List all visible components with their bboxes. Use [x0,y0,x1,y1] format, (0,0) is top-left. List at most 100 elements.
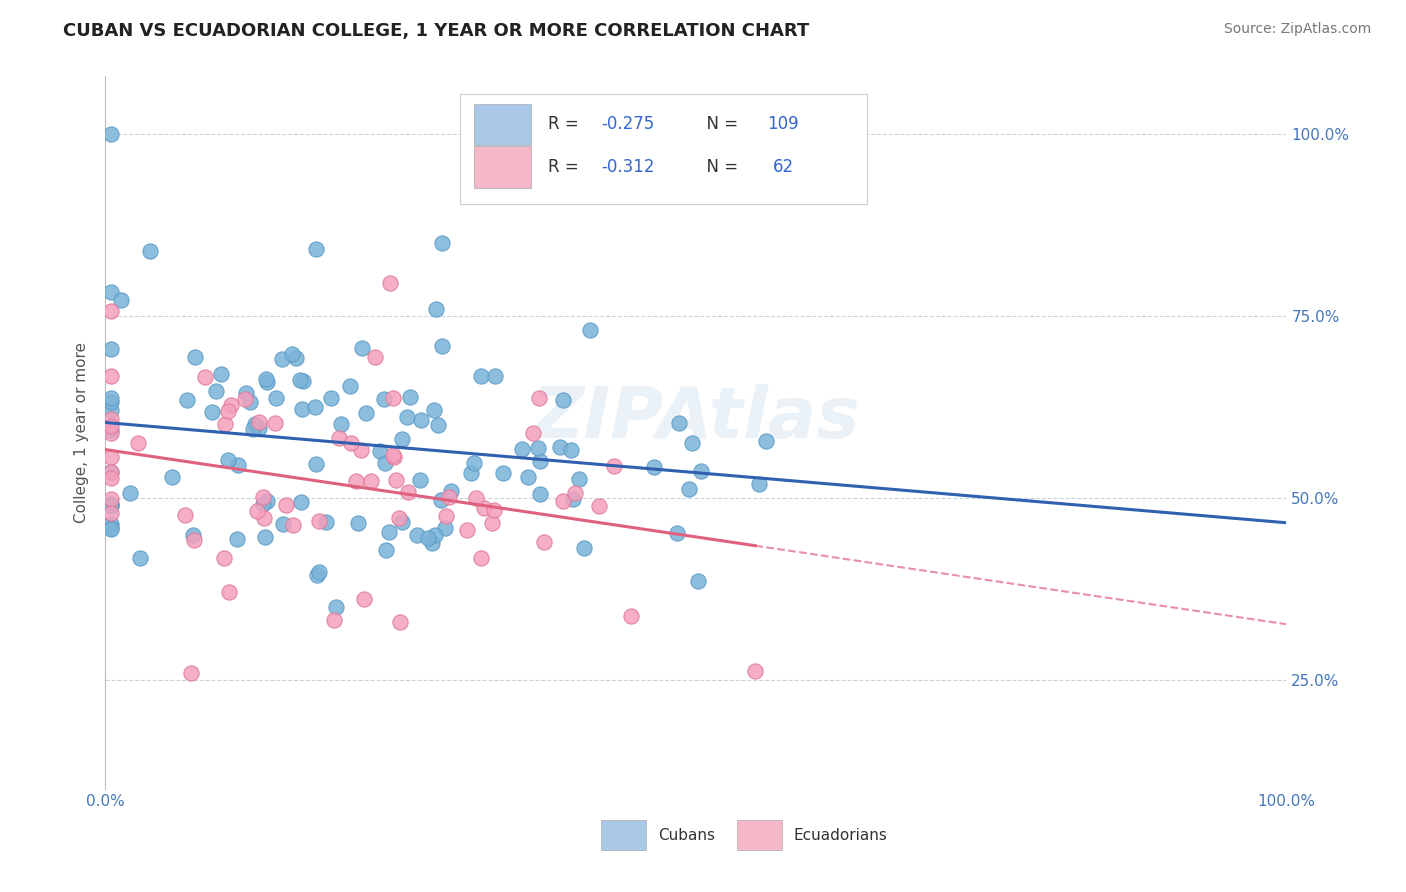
Point [214,550,236,565]
Point [129,550,152,565]
Point [368,443,391,458]
Point [194,369,217,384]
Point [205,384,228,399]
Point [242,422,264,436]
Y-axis label: College, 1 year or more: College, 1 year or more [75,343,90,523]
Point [304,242,326,256]
Point [340,436,363,450]
Point [100,368,122,383]
Point [247,416,270,430]
Point [218,585,240,599]
Point [434,521,457,535]
Point [308,565,330,579]
Point [440,483,463,498]
Point [281,518,304,533]
Point [527,391,550,405]
Point [238,395,260,409]
Point [246,504,269,518]
Point [381,449,404,463]
Point [564,485,586,500]
Point [271,352,294,367]
Point [548,440,571,454]
Point [360,474,382,488]
Point [100,391,122,405]
Point [352,342,374,356]
Point [247,421,270,435]
Point [364,351,387,365]
Point [233,392,256,406]
Point [484,369,506,384]
Point [256,375,278,389]
Point [588,499,610,513]
Point [183,350,205,364]
Point [344,474,367,488]
Point [378,276,401,290]
Point [430,339,453,353]
Point [100,466,122,480]
Point [388,510,411,524]
Point [482,503,505,517]
Point [517,470,540,484]
Point [100,517,122,532]
Point [290,495,312,509]
Point [252,490,274,504]
Point [423,402,446,417]
Point [522,426,544,441]
Point [325,599,347,614]
Text: R =: R = [548,115,585,133]
Text: CUBAN VS ECUADORIAN COLLEGE, 1 YEAR OR MORE CORRELATION CHART: CUBAN VS ECUADORIAN COLLEGE, 1 YEAR OR M… [63,22,810,40]
Point [243,417,266,431]
Point [430,236,453,251]
Point [389,615,412,630]
Point [529,487,551,501]
FancyBboxPatch shape [474,146,530,188]
Point [643,459,665,474]
Point [456,523,478,537]
Point [292,374,315,388]
Point [356,406,378,420]
Point [219,398,242,412]
Point [110,293,132,307]
Point [748,476,770,491]
Text: 109: 109 [766,115,799,133]
Point [430,493,453,508]
Point [690,464,713,478]
Point [226,532,249,546]
Point [510,442,533,457]
Point [100,471,122,485]
Text: N =: N = [696,115,744,133]
Point [217,403,239,417]
Point [574,541,596,555]
Point [328,431,350,445]
Point [579,323,602,337]
Point [382,391,405,405]
Point [470,368,492,383]
Point [288,373,311,387]
Point [226,458,249,473]
Point [420,536,443,550]
Point [217,452,239,467]
Point [681,436,703,450]
Point [470,550,492,565]
Point [686,574,709,589]
Point [254,371,277,385]
Point [304,457,326,471]
Point [378,524,401,539]
Point [755,434,778,449]
Point [374,542,396,557]
Point [492,467,515,481]
Point [391,432,413,446]
Text: ZIPAtlas: ZIPAtlas [531,384,860,453]
Point [100,425,122,440]
Point [274,498,297,512]
Point [100,498,122,512]
Point [472,501,495,516]
Point [561,492,583,507]
Point [183,533,205,548]
Point [100,127,122,141]
Point [254,530,277,544]
Point [100,342,122,356]
Point [409,474,432,488]
Point [127,436,149,450]
Point [418,531,440,545]
